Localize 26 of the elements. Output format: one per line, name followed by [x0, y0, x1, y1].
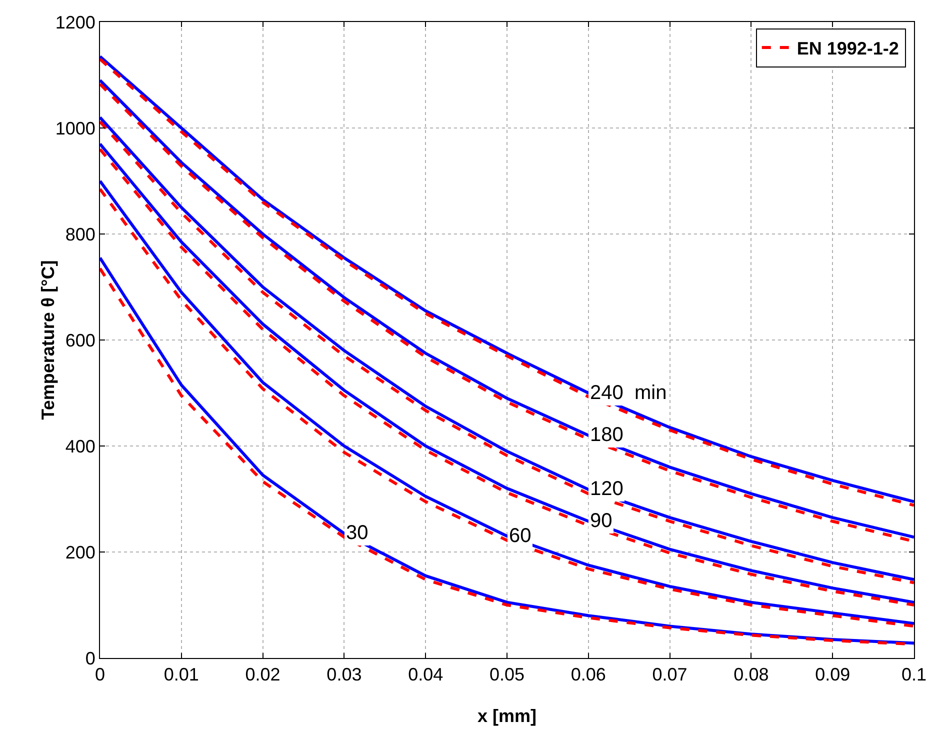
y-tick-label: 1000: [55, 118, 96, 138]
annotation: 90: [590, 510, 612, 532]
y-tick-label: 800: [65, 224, 96, 244]
annotation: 240 min: [590, 382, 667, 404]
x-tick-label: 0.04: [408, 664, 444, 685]
y-tick-label: 400: [65, 436, 96, 456]
x-tick-label: 0.01: [164, 664, 199, 685]
y-tick-label: 0: [85, 648, 96, 668]
y-tick-label: 1200: [55, 12, 96, 32]
x-axis-title: x [mm]: [477, 706, 537, 726]
x-tick-label: 0.09: [815, 664, 850, 685]
y-tick-label: 200: [65, 542, 96, 562]
annotation: 120: [590, 478, 624, 500]
x-tick-label: 0.1: [901, 664, 927, 685]
annotation: 60: [509, 525, 532, 547]
y-tick-label: 600: [65, 330, 96, 350]
annotation: 30: [346, 522, 368, 544]
y-axis-title: Temperature θ [°C]: [38, 260, 58, 420]
x-tick-label: 0.07: [652, 664, 688, 685]
x-tick-label: 0.08: [734, 664, 769, 685]
x-tick-label: 0.02: [245, 664, 280, 685]
x-tick-label: 0.03: [326, 664, 362, 685]
annotation: 180: [590, 424, 624, 446]
legend-label: EN 1992-1-2: [796, 38, 899, 59]
x-tick-label: 0.05: [489, 664, 525, 685]
x-tick-label: 0.06: [570, 664, 606, 685]
